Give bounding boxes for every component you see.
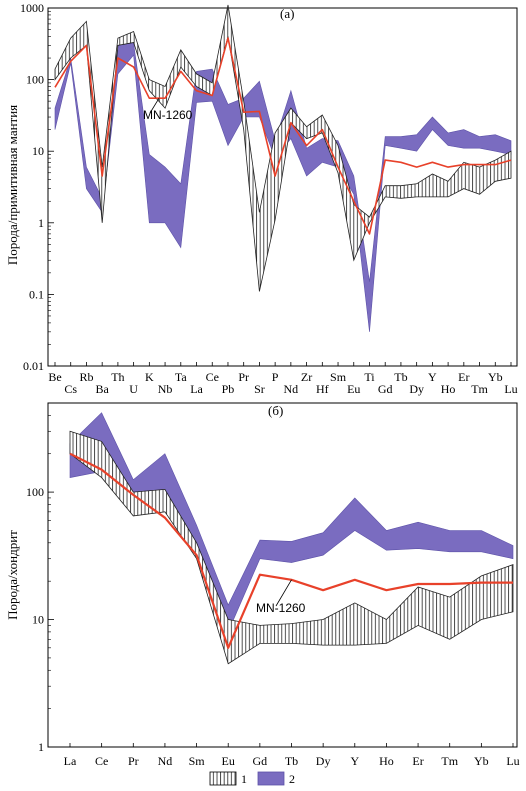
x-tick-label: Sm <box>330 370 347 384</box>
legend-label-2: 2 <box>289 772 295 786</box>
legend-swatch-2 <box>257 771 285 786</box>
x-tick-label: Nd <box>158 754 173 768</box>
x-tick-label: Gd <box>253 754 268 768</box>
panel-b-y-axis-title: Порода/хондрит <box>5 530 20 620</box>
x-tick-label: Er <box>412 754 423 768</box>
x-tick-label: Sr <box>254 382 265 396</box>
legend: 1 2 <box>209 771 295 786</box>
x-tick-label: Ce <box>206 370 219 384</box>
x-tick-label: Eu <box>347 382 360 396</box>
x-tick-label: Y <box>350 754 359 768</box>
x-tick-label: Er <box>458 370 469 384</box>
x-tick-label: Pr <box>238 370 249 384</box>
legend-swatch-1 <box>209 771 237 786</box>
x-tick-label: Pr <box>128 754 139 768</box>
x-tick-label: Cs <box>64 382 77 396</box>
x-tick-label: Gd <box>378 382 393 396</box>
y-tick-label: 10 <box>32 144 44 158</box>
panel-b-frame <box>47 402 518 748</box>
y-tick-label: 1000 <box>20 1 44 15</box>
panel-a-annotation: MN-1260 <box>143 108 193 122</box>
x-tick-label: Be <box>48 370 61 384</box>
panel-a-sample-line <box>54 37 512 235</box>
panel-b: La Ce Pr Nd Sm Eu Gd Tb Dy Y Ho Er Tm Yb Lu 1 10 100 (б)… <box>5 402 520 768</box>
x-tick-label: Nd <box>284 382 299 396</box>
panel-b-annotation: MN-1260 <box>256 601 306 615</box>
panel-b-x-labels: La Ce Pr Nd Sm Eu Gd Tb Dy Y Ho Er Tm Yb Lu <box>64 754 520 768</box>
x-tick-label: Yb <box>488 370 503 384</box>
x-tick-label: La <box>64 754 77 768</box>
panel-b-annotation-leader <box>275 579 292 607</box>
field-1-band <box>69 430 514 665</box>
panel-a-y-axis-title: Порода/примитивная мантия <box>5 105 20 265</box>
x-tick-label: Ho <box>441 382 456 396</box>
x-tick-label: U <box>129 382 138 396</box>
x-tick-label: Hf <box>316 382 329 396</box>
y-tick-label: 1 <box>38 740 44 754</box>
x-tick-label: Nb <box>158 382 173 396</box>
x-tick-label: Yb <box>474 754 489 768</box>
x-tick-label: Lu <box>504 382 517 396</box>
legend-label-1: 1 <box>241 772 247 786</box>
x-tick-label: Dy <box>316 754 331 768</box>
y-tick-label: 100 <box>26 485 44 499</box>
panel-a-ticks <box>48 7 512 367</box>
x-tick-label: Pb <box>222 382 235 396</box>
panel-a-frame <box>47 7 518 367</box>
x-tick-label: Tm <box>471 382 488 396</box>
x-tick-label: Ta <box>175 370 187 384</box>
x-tick-label: Tb <box>394 370 407 384</box>
x-tick-label: Rb <box>79 370 93 384</box>
x-tick-label: Eu <box>222 754 235 768</box>
y-tick-label: 100 <box>26 73 44 87</box>
x-tick-label: P <box>272 370 279 384</box>
panel-a-label: (а) <box>280 6 294 21</box>
panel-b-y-labels: 1 10 100 <box>26 485 44 754</box>
y-tick-label: 1 <box>38 216 44 230</box>
panel-b-label: (б) <box>268 403 283 418</box>
x-tick-label: Ti <box>364 370 375 384</box>
y-tick-label: 0.01 <box>23 359 44 373</box>
x-tick-label: Sm <box>189 754 206 768</box>
x-tick-label: Zr <box>301 370 312 384</box>
y-tick-label: 0.1 <box>29 287 44 301</box>
panel-a-annotation-leader <box>149 97 160 114</box>
x-tick-label: Tb <box>285 754 298 768</box>
x-tick-label: Ce <box>95 754 108 768</box>
x-tick-label: Y <box>428 370 437 384</box>
y-tick-label: 10 <box>32 613 44 627</box>
panel-a-y-labels: 0.01 0.1 1 10 100 1000 <box>20 1 44 373</box>
x-tick-label: Th <box>111 370 124 384</box>
x-tick-label: La <box>190 382 203 396</box>
x-tick-label: Ba <box>96 382 110 396</box>
x-tick-label: Tm <box>441 754 458 768</box>
x-tick-label: Dy <box>409 382 424 396</box>
panel-b-sample-line <box>69 452 513 649</box>
x-tick-label: Ho <box>379 754 394 768</box>
sample-mn-1260-line <box>54 37 512 235</box>
panel-b-field-1 <box>69 430 514 665</box>
x-tick-label: K <box>145 370 154 384</box>
panel-b-ticks <box>48 402 514 748</box>
x-tick-label: Lu <box>506 754 519 768</box>
sample-mn-1260-line <box>69 452 513 649</box>
